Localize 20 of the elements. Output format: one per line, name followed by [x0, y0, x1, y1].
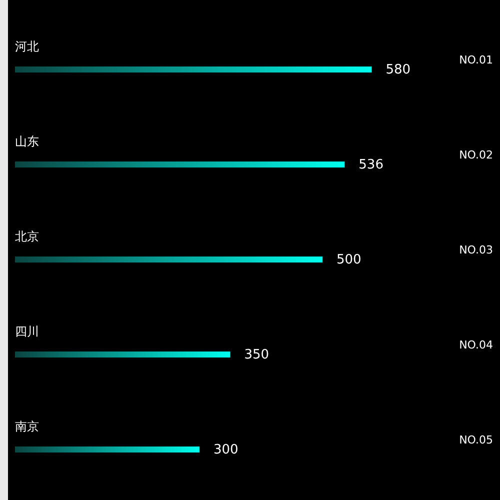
y-tick-label: 山东	[15, 134, 39, 148]
text: NO.01	[459, 54, 493, 66]
bar	[15, 162, 345, 168]
y-tick-label: 四川	[15, 324, 39, 338]
text: NO.02	[459, 148, 493, 162]
y-tick-label: 南京	[15, 420, 39, 434]
bar	[15, 446, 200, 452]
bar	[15, 352, 230, 358]
data-label: 536	[358, 158, 384, 172]
text: NO.05	[459, 434, 493, 446]
text: NO.03	[459, 244, 493, 256]
data-label: 580	[386, 62, 411, 78]
data-label: 300	[214, 442, 238, 458]
text: NO.04	[459, 338, 493, 352]
y-tick-label: 北京	[15, 230, 39, 244]
bar	[15, 66, 372, 72]
data-label: 350	[244, 348, 270, 362]
bar	[15, 256, 323, 262]
data-label: 500	[336, 252, 362, 268]
y-tick-label: 河北	[15, 40, 39, 54]
